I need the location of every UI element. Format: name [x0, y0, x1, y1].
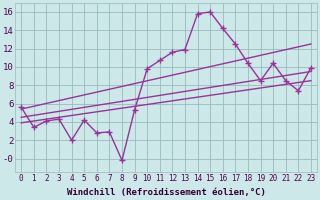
X-axis label: Windchill (Refroidissement éolien,°C): Windchill (Refroidissement éolien,°C): [67, 188, 266, 197]
